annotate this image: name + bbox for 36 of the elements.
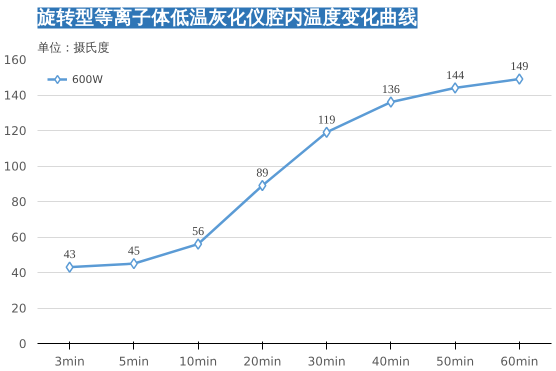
point	[258, 180, 266, 192]
x-tick-label: 3min	[54, 354, 85, 368]
y-tick-label: 60	[11, 230, 27, 244]
y-tick-label: 140	[4, 88, 26, 102]
data-label: 149	[510, 59, 528, 74]
y-tick-label: 100	[4, 160, 26, 174]
y-tick-label: 20	[11, 302, 27, 316]
x-tick-label: 10min	[179, 354, 218, 368]
y-tick-label: 160	[4, 53, 26, 67]
point	[451, 82, 460, 94]
x-tick-label: 5min	[118, 354, 150, 368]
data-label: 89	[256, 166, 268, 180]
x-tick-label: 50min	[436, 354, 474, 368]
data-label: 45	[128, 244, 140, 258]
x-tick-label: 20min	[243, 354, 282, 368]
y-tick-label: 80	[11, 195, 27, 209]
y-tick-label: 120	[4, 124, 26, 138]
point	[194, 238, 202, 250]
x-tick-label: 60min	[500, 354, 538, 368]
y-axis-title: 单位：摄氏度	[38, 40, 110, 54]
x-tick-label: 30min	[308, 354, 346, 368]
data-label: 136	[382, 82, 400, 96]
point	[322, 126, 331, 138]
data-label: 144	[446, 68, 464, 82]
data-label: 119	[318, 112, 336, 126]
y-tick-label: 40	[11, 266, 27, 280]
data-label: 43	[64, 247, 76, 262]
x-tick-label: 40min	[372, 354, 410, 368]
point	[130, 258, 138, 270]
point	[515, 73, 524, 85]
point	[386, 96, 395, 108]
point	[66, 261, 74, 273]
chart-title: 旋转型等离子体低温灰化仪腔内温度变化曲线	[36, 6, 418, 28]
legend-label: 600W	[72, 72, 103, 86]
data-label: 56	[192, 224, 204, 238]
y-tick-label: 0	[18, 337, 27, 351]
